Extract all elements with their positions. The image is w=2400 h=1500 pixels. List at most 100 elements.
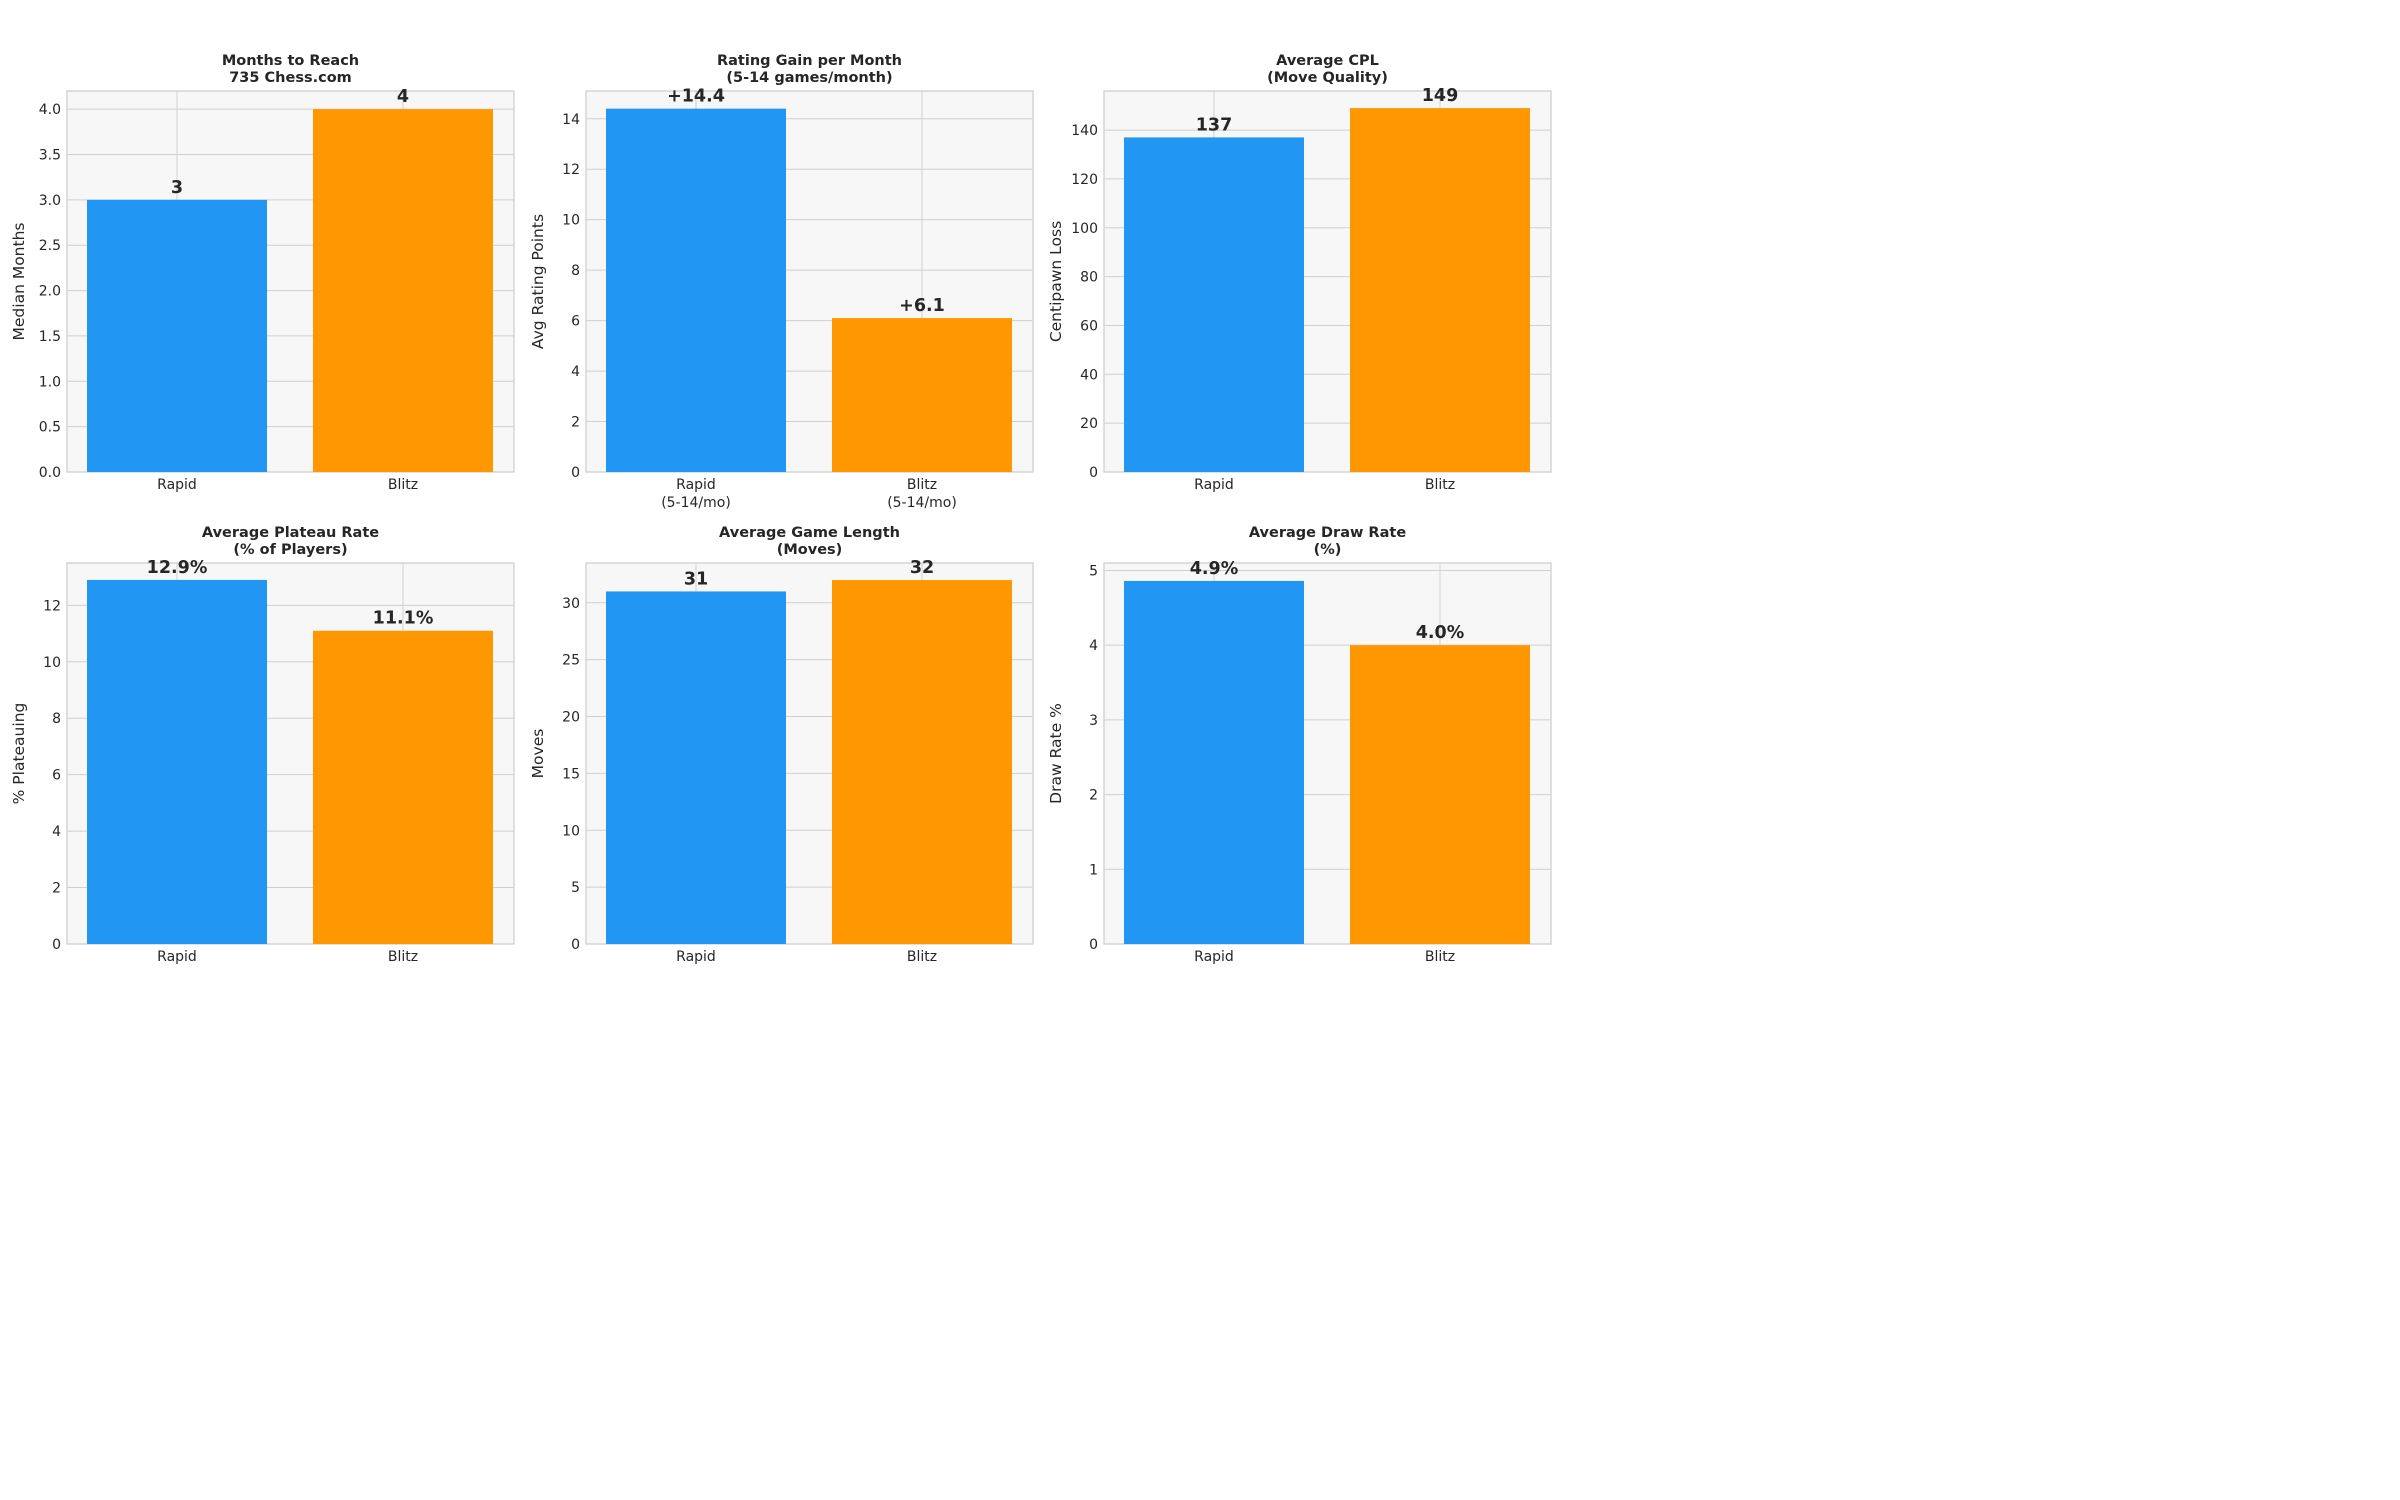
chart-title: Rating Gain per Month xyxy=(717,53,902,69)
y-tick-label: 40 xyxy=(1080,367,1098,383)
chart-title: (Move Quality) xyxy=(1267,70,1388,86)
y-tick-label: 10 xyxy=(562,213,580,229)
y-tick-label: 20 xyxy=(1080,416,1098,432)
chart-title: Average CPL xyxy=(1276,53,1379,69)
x-tick-label: Rapid xyxy=(676,949,716,965)
y-axis-label: Avg Rating Points xyxy=(529,214,547,349)
data-label: 11.1% xyxy=(373,609,434,629)
x-tick-label: Blitz xyxy=(1425,477,1455,493)
chart-svg: 0.0 0.5 1.0 1.5 2.0 2.5 3.0 3.5 4.0 3 Rapid 4 Blitz M… xyxy=(10,53,1552,965)
x-tick-label: Rapid xyxy=(1194,477,1234,493)
y-tick-label: 2 xyxy=(571,415,580,431)
y-tick-label: 8 xyxy=(571,263,580,279)
y-tick-label: 15 xyxy=(562,766,580,782)
chart-title: Average Draw Rate xyxy=(1249,525,1406,541)
y-tick-label: 1.0 xyxy=(39,374,61,390)
y-tick-label: 6 xyxy=(52,768,61,784)
y-axis-label: Moves xyxy=(529,729,547,779)
x-tick-label: Blitz xyxy=(907,477,937,493)
y-axis-label: Centipawn Loss xyxy=(1047,221,1065,342)
bar-blitz xyxy=(832,580,1012,944)
bar-blitz xyxy=(1350,108,1530,472)
data-label: 3 xyxy=(171,178,183,198)
y-tick-label: 0 xyxy=(1089,937,1098,953)
bar-rapid xyxy=(87,199,267,472)
chart-title: (Moves) xyxy=(777,542,843,558)
x-tick-label: Rapid xyxy=(676,477,716,493)
y-tick-label: 3 xyxy=(1089,713,1098,729)
y-tick-label: 100 xyxy=(1071,221,1098,237)
chart-panel-2: 0 2 4 6 8 10 12 14 +14.4 Rapid (5-14/mo) +6.1 Blitz (… xyxy=(529,53,1034,511)
y-tick-label: 10 xyxy=(43,655,61,671)
y-tick-label: 0 xyxy=(1089,465,1098,481)
chart-panel-5: 0 5 10 15 20 25 30 31 Rapid 32 Blitz Average Game L… xyxy=(529,525,1034,965)
data-label: 137 xyxy=(1196,115,1233,135)
y-tick-label: 2 xyxy=(52,881,61,897)
x-tick-label: Rapid xyxy=(157,477,197,493)
y-tick-label: 5 xyxy=(1089,563,1098,579)
data-label: 32 xyxy=(910,558,934,578)
chart-title: Average Plateau Rate xyxy=(202,525,379,541)
bar-blitz xyxy=(313,109,493,473)
x-tick-label: Rapid xyxy=(157,949,197,965)
chart-title: (%) xyxy=(1314,542,1342,558)
y-tick-label: 12 xyxy=(562,162,580,178)
chart-title: Average Game Length xyxy=(719,525,900,541)
bar-rapid xyxy=(1124,580,1304,944)
chart-title: 735 Chess.com xyxy=(229,70,352,86)
y-tick-label: 2.5 xyxy=(39,238,61,254)
y-tick-label: 0 xyxy=(571,937,580,953)
chart-grid: 0.0 0.5 1.0 1.5 2.0 2.5 3.0 3.5 4.0 3 Rapid 4 Blitz M… xyxy=(0,0,1567,979)
x-tick-label: Blitz xyxy=(1425,949,1455,965)
y-tick-label: 1 xyxy=(1089,862,1098,878)
data-label: 149 xyxy=(1422,86,1459,106)
x-tick-label: (5-14/mo) xyxy=(661,495,731,511)
x-tick-label: Blitz xyxy=(388,477,418,493)
y-tick-label: 140 xyxy=(1071,123,1098,139)
chart-panel-3: 0 20 40 60 80 100 120 140 137 Rapid 149 Blitz Averag… xyxy=(1047,53,1552,493)
y-tick-label: 0 xyxy=(571,465,580,481)
chart-panel-6: 0 1 2 3 4 5 4.9% Rapid 4.0% Blitz Average Draw Rat… xyxy=(1047,525,1552,965)
chart-title: (5-14 games/month) xyxy=(726,70,892,86)
y-tick-label: 6 xyxy=(571,314,580,330)
y-tick-label: 80 xyxy=(1080,270,1098,286)
x-tick-label: Blitz xyxy=(907,949,937,965)
data-label: 31 xyxy=(684,569,708,589)
bar-blitz xyxy=(1350,645,1530,944)
bar-blitz xyxy=(832,318,1012,472)
y-tick-label: 4 xyxy=(571,364,580,380)
y-tick-label: 2 xyxy=(1089,788,1098,804)
bar-rapid xyxy=(606,591,786,944)
y-axis-label: Median Months xyxy=(10,223,28,341)
x-tick-label: Rapid xyxy=(1194,949,1234,965)
y-tick-label: 3.5 xyxy=(39,148,61,164)
y-tick-label: 0.5 xyxy=(39,420,61,436)
data-label: 12.9% xyxy=(147,558,208,578)
y-tick-label: 8 xyxy=(52,711,61,727)
bar-rapid xyxy=(87,579,267,944)
bar-blitz xyxy=(313,630,493,944)
y-tick-label: 2.0 xyxy=(39,284,61,300)
y-tick-label: 4.0 xyxy=(39,102,61,118)
y-tick-label: 20 xyxy=(562,710,580,726)
bar-rapid xyxy=(606,108,786,472)
y-tick-label: 0.0 xyxy=(39,465,61,481)
bar-rapid xyxy=(1124,137,1304,472)
y-tick-label: 0 xyxy=(52,937,61,953)
y-tick-label: 120 xyxy=(1071,172,1098,188)
data-label: +6.1 xyxy=(899,296,945,316)
y-tick-label: 25 xyxy=(562,653,580,669)
y-tick-label: 5 xyxy=(571,880,580,896)
y-tick-label: 4 xyxy=(52,824,61,840)
data-label: 4.9% xyxy=(1190,559,1239,579)
y-tick-label: 10 xyxy=(562,823,580,839)
x-tick-label: Blitz xyxy=(388,949,418,965)
x-tick-label: (5-14/mo) xyxy=(887,495,957,511)
y-tick-label: 14 xyxy=(562,112,580,128)
y-tick-label: 12 xyxy=(43,598,61,614)
y-tick-label: 4 xyxy=(1089,638,1098,654)
y-axis-label: Draw Rate % xyxy=(1047,703,1065,804)
data-label: 4 xyxy=(397,87,409,107)
data-label: 4.0% xyxy=(1416,623,1465,643)
data-label: +14.4 xyxy=(667,87,725,107)
